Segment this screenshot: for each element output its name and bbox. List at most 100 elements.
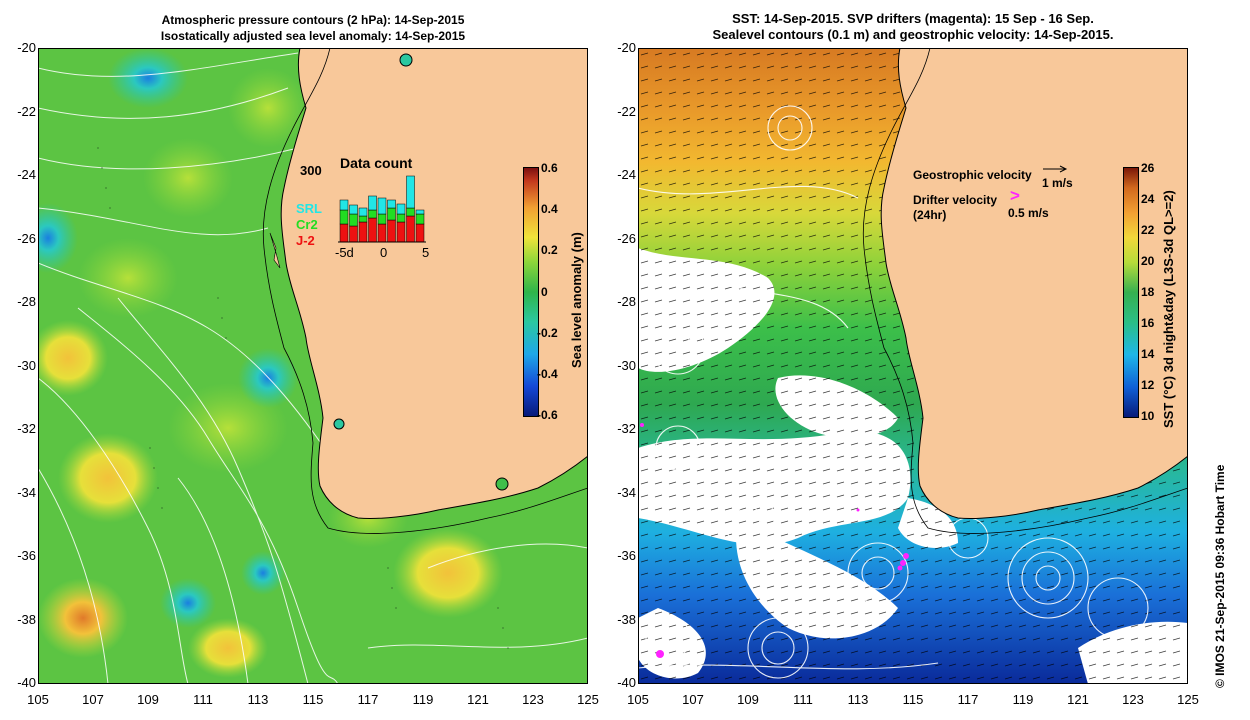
sst-colorbar-label: SST (°C) 3d night&day (L3S-3d QL>=2) (1161, 190, 1176, 428)
y-tick-label: -40 (17, 675, 36, 690)
x-tick-label: 105 (627, 692, 649, 707)
x-tick-label: 113 (847, 692, 869, 707)
data-count-bar-segment (339, 199, 349, 211)
x-tick-label: 105 (27, 692, 49, 707)
colorbar-tick: 24 (1141, 192, 1155, 206)
data-count-bar-segment (349, 204, 358, 215)
data-count-bar-segment (387, 199, 396, 209)
data-count-bar-segment (377, 223, 387, 243)
colorbar-tick: 26 (1141, 161, 1155, 175)
data-count-bar-segment (339, 223, 349, 243)
colorbar-tick: 16 (1141, 316, 1155, 330)
x-tick-label: 125 (577, 692, 599, 707)
colorbar-tick: 0.6 (541, 161, 558, 175)
y-tick-label: -34 (17, 485, 36, 500)
x-tick-label: 115 (902, 692, 924, 707)
x-tick-label: 111 (793, 692, 813, 707)
y-tick-label: -28 (17, 294, 36, 309)
data-count-bar-segment (368, 209, 377, 219)
data-count-xtick-3: 5 (422, 245, 430, 260)
data-count-bar-segment (349, 225, 358, 243)
data-count-bar-segment (396, 221, 406, 243)
y-tick-label: -30 (17, 358, 36, 373)
data-count-bar-segment (415, 209, 425, 215)
y-tick-label: -34 (617, 485, 636, 500)
y-tick-label: -26 (617, 231, 636, 246)
x-tick-label: 121 (467, 692, 489, 707)
colorbar-tick: -0.2 (537, 326, 558, 340)
y-tick-label: -30 (617, 358, 636, 373)
x-tick-label: 109 (137, 692, 159, 707)
y-tick-label: -22 (617, 104, 636, 119)
data-count-bar-segment (387, 207, 396, 221)
sst-colorbar (1123, 167, 1139, 418)
data-count-bar-segment (368, 217, 377, 243)
x-tick-label: 113 (247, 692, 269, 707)
colorbar-tick: 20 (1141, 254, 1155, 268)
colorbar-tick: 22 (1141, 223, 1155, 237)
x-tick-label: 121 (1067, 692, 1089, 707)
y-tick-label: -40 (617, 675, 636, 690)
drifter-scale-arrow: > (1010, 186, 1020, 205)
data-count-bar-segment (396, 213, 406, 223)
drifter-scale-label: 0.5 m/s (1008, 206, 1049, 220)
data-count-title: Data count (340, 155, 413, 171)
data-count-bar-segment (406, 215, 415, 243)
sst-map: Geostrophic velocity 1 m/s Drifter veloc… (638, 48, 1188, 684)
data-count-bar-segment (349, 213, 358, 227)
x-tick-label: 109 (737, 692, 759, 707)
y-tick-label: -20 (617, 40, 636, 55)
x-tick-label: 119 (412, 692, 434, 707)
drifter-velocity-label: Drifter velocity (913, 193, 998, 207)
colorbar-tick: 0.4 (541, 202, 558, 216)
colorbar-tick: 0.2 (541, 243, 558, 257)
y-tick-label: -22 (17, 104, 36, 119)
data-count-bar-segment (387, 219, 396, 243)
legend-cr2: Cr2 (296, 217, 318, 232)
x-tick-label: 117 (357, 692, 379, 707)
left-map-title: Atmospheric pressure contours (2 hPa): 1… (38, 12, 588, 44)
left-title-line1: Atmospheric pressure contours (2 hPa): 1… (161, 13, 465, 27)
data-count-bar-segment (415, 223, 425, 243)
data-count-bar-segment (415, 213, 425, 225)
data-count-bar-segment (377, 213, 387, 225)
colorbar-tick: 12 (1141, 378, 1155, 392)
y-tick-label: -38 (17, 612, 36, 627)
colorbar-tick: 10 (1141, 409, 1155, 423)
imos-credit: © IMOS 21-Sep-2015 09:36 Hobart Time (1213, 464, 1227, 688)
y-tick-label: -36 (617, 548, 636, 563)
x-tick-label: 107 (82, 692, 104, 707)
x-tick-label: 119 (1012, 692, 1034, 707)
x-tick-label: 123 (1122, 692, 1144, 707)
right-map-title: SST: 14-Sep-2015. SVP drifters (magenta)… (638, 11, 1188, 43)
colorbar-tick: -0.6 (537, 408, 558, 422)
colorbar-tick: -0.4 (537, 367, 558, 381)
legend-srl: SRL (296, 201, 322, 216)
y-tick-label: -32 (17, 421, 36, 436)
data-count-bar-segment (358, 207, 368, 217)
y-tick-label: -36 (17, 548, 36, 563)
data-count-bar-segment (339, 209, 349, 225)
data-count-xtick-1: -5d (335, 245, 354, 260)
geostrophic-scale-label: 1 m/s (1042, 176, 1073, 190)
data-count-xtick-2: 0 (380, 245, 388, 260)
y-tick-label: -32 (617, 421, 636, 436)
drifter-velocity-period: (24hr) (913, 208, 947, 222)
geostrophic-scale-arrow (1043, 165, 1068, 173)
data-count-bar-segment (377, 197, 387, 215)
sea-level-anomaly-map: Data count 300 SRL Cr2 J-2 -5d 0 5 (38, 48, 588, 684)
sea-level-colorbar (523, 167, 539, 417)
data-count-bar-segment (406, 175, 415, 209)
data-count-bar-segment (396, 203, 406, 215)
y-tick-label: -26 (17, 231, 36, 246)
x-tick-label: 117 (957, 692, 979, 707)
data-count-bar-segment (358, 221, 368, 243)
data-count-bar-segment (368, 195, 377, 211)
x-tick-label: 125 (1177, 692, 1199, 707)
left-title-line2: Isostatically adjusted sea level anomaly… (160, 29, 466, 43)
y-tick-label: -24 (17, 167, 36, 182)
geostrophic-velocity-label: Geostrophic velocity (913, 168, 1032, 182)
x-tick-label: 123 (522, 692, 544, 707)
x-tick-label: 107 (682, 692, 704, 707)
colorbar-tick: 0 (541, 285, 548, 299)
